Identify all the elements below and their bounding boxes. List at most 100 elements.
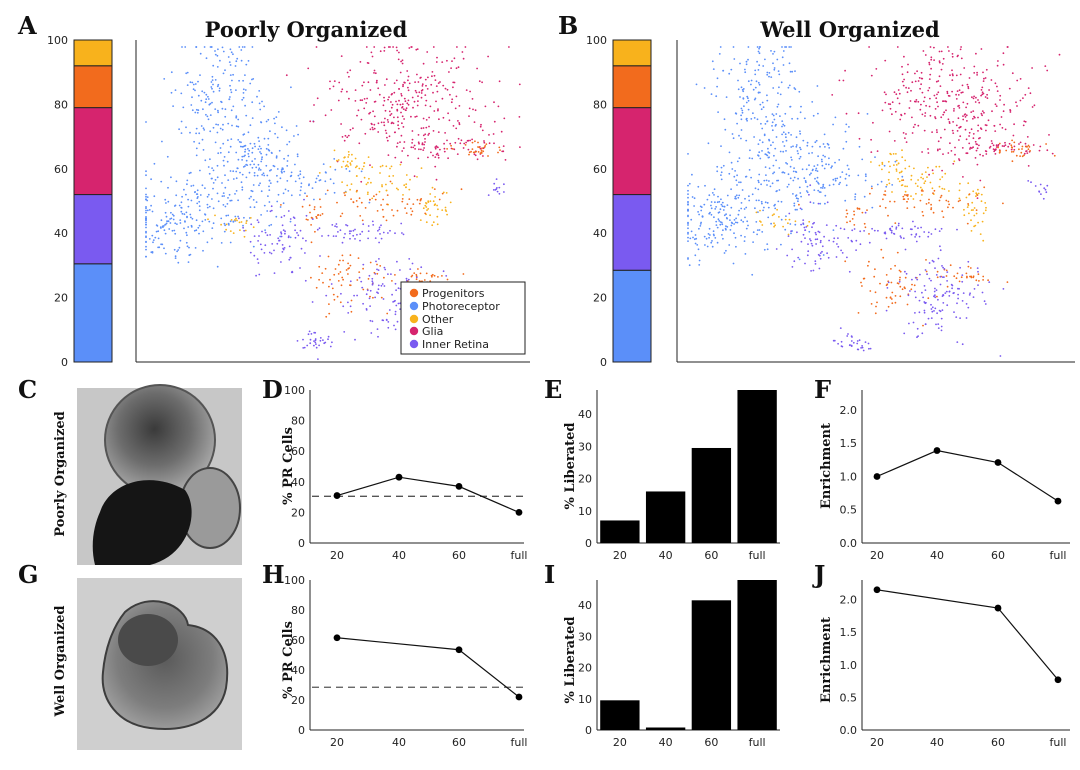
umap-point-inner-retina [983, 300, 986, 303]
umap-point-other [355, 175, 358, 177]
umap-point-inner-retina [823, 235, 825, 238]
umap-point-inner-retina [934, 294, 936, 296]
umap-point-inner-retina [916, 336, 918, 339]
umap-point-glia [377, 87, 380, 90]
umap-point-glia [934, 117, 937, 120]
umap-point-inner-retina [304, 252, 306, 254]
umap-point-photoreceptor [754, 69, 757, 72]
umap-point-photoreceptor [816, 85, 819, 87]
umap-point-inner-retina [873, 229, 876, 232]
umap-point-other [985, 206, 987, 209]
umap-point-other [888, 171, 890, 174]
umap-point-other [449, 201, 452, 204]
umap-point-inner-retina [306, 344, 309, 347]
umap-point-photoreceptor [759, 103, 762, 106]
umap-point-other [426, 209, 428, 212]
umap-point-inner-retina [381, 283, 384, 285]
umap-point-glia [348, 97, 350, 100]
umap-point-glia [390, 101, 392, 103]
umap-point-photoreceptor [160, 219, 163, 222]
umap-point-progenitors [305, 218, 308, 221]
umap-point-photoreceptor [782, 131, 785, 134]
umap-point-photoreceptor [722, 229, 724, 232]
umap-point-photoreceptor [725, 213, 727, 216]
umap-point-glia [462, 57, 465, 60]
umap-point-inner-retina [938, 230, 941, 233]
umap-point-photoreceptor [164, 232, 167, 235]
bar [600, 520, 640, 543]
umap-point-glia [845, 112, 848, 115]
umap-point-other [971, 201, 974, 204]
panel-letter-j: J [812, 560, 825, 589]
umap-point-inner-retina [379, 233, 381, 235]
umap-point-glia [424, 141, 426, 143]
umap-point-inner-retina [927, 231, 930, 234]
umap-point-photoreceptor [721, 234, 723, 236]
umap-point-inner-retina [365, 308, 368, 310]
umap-point-photoreceptor [748, 169, 751, 171]
umap-point-other [910, 174, 913, 177]
umap-point-photoreceptor [767, 216, 770, 219]
umap-point-glia [868, 46, 870, 48]
umap-point-inner-retina [296, 340, 299, 342]
umap-point-photoreceptor [706, 198, 709, 201]
umap-point-photoreceptor [819, 202, 822, 205]
umap-point-photoreceptor [214, 50, 216, 52]
umap-point-progenitors [341, 276, 344, 279]
umap-point-glia [1023, 120, 1026, 123]
umap-point-other [367, 156, 370, 159]
umap-point-glia [473, 153, 476, 156]
umap-point-inner-retina [273, 249, 275, 252]
umap-point-glia [1010, 148, 1013, 151]
umap-point-photoreceptor [874, 156, 876, 159]
umap-point-photoreceptor [260, 190, 263, 193]
umap-point-photoreceptor [253, 172, 256, 174]
umap-point-photoreceptor [790, 146, 793, 148]
umap-point-glia [1000, 116, 1003, 118]
umap-point-other [233, 219, 236, 221]
umap-point-progenitors [341, 212, 344, 215]
umap-point-inner-retina [374, 296, 376, 299]
y-tick-label: 20 [291, 506, 305, 519]
umap-point-progenitors [307, 219, 309, 221]
umap-point-photoreceptor [736, 184, 738, 186]
umap-point-photoreceptor [227, 214, 230, 217]
umap-point-inner-retina [374, 237, 377, 240]
umap-point-inner-retina [930, 303, 932, 306]
umap-point-progenitors [315, 217, 318, 220]
umap-point-photoreceptor [737, 88, 740, 91]
umap-point-inner-retina [836, 243, 838, 245]
umap-point-glia [418, 142, 420, 145]
umap-point-other [340, 166, 343, 168]
umap-point-other [385, 183, 387, 186]
umap-point-inner-retina [853, 228, 856, 230]
umap-point-glia [416, 104, 419, 107]
umap-point-inner-retina [243, 229, 246, 232]
umap-point-glia [365, 102, 368, 104]
umap-point-inner-retina [304, 279, 307, 282]
umap-point-inner-retina [340, 292, 342, 295]
umap-point-photoreceptor [229, 241, 232, 244]
umap-point-photoreceptor [299, 173, 302, 176]
umap-point-photoreceptor [178, 246, 181, 249]
umap-point-glia [373, 72, 375, 74]
umap-point-photoreceptor [744, 71, 747, 74]
umap-point-inner-retina [897, 222, 900, 225]
umap-point-glia [944, 100, 947, 103]
umap-point-photoreceptor [782, 171, 784, 174]
umap-point-photoreceptor [687, 196, 689, 199]
umap-point-inner-retina [930, 308, 933, 310]
umap-point-glia [920, 77, 923, 80]
umap-point-inner-retina [383, 285, 386, 287]
umap-point-progenitors [385, 219, 388, 222]
umap-point-inner-retina [814, 238, 817, 241]
umap-point-photoreceptor [317, 175, 320, 177]
umap-point-photoreceptor [805, 168, 808, 171]
umap-point-glia [1023, 152, 1026, 155]
umap-point-photoreceptor [729, 229, 732, 231]
umap-point-inner-retina [863, 230, 865, 232]
umap-point-photoreceptor [792, 145, 794, 148]
umap-point-photoreceptor [754, 207, 756, 210]
umap-point-inner-retina [833, 237, 836, 240]
